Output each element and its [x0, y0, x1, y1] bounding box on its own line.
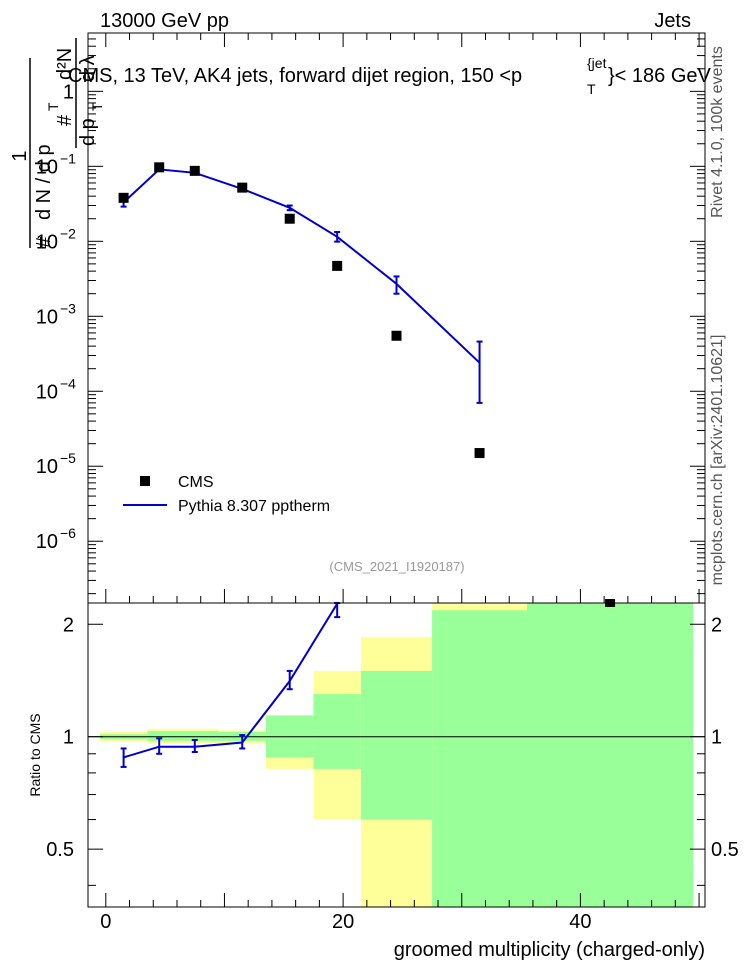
cms-point — [237, 182, 248, 193]
mcplots-label: mcplots.cern.ch [arXiv:2401.10621] — [709, 335, 726, 586]
cms-point — [284, 213, 295, 224]
ratio-panel-ticks: 0.5 0.51 12 20 20 40 — [46, 614, 739, 933]
ratio-band-green — [527, 603, 694, 907]
mc-line — [122, 168, 481, 364]
ylabel-hash: # — [33, 236, 55, 248]
ylabel-num: d²N — [54, 48, 76, 80]
ratio-band-green — [313, 694, 361, 769]
ylabel-t: T — [45, 102, 61, 111]
xlabel: groomed multiplicity (charged-only) — [394, 939, 705, 961]
ylabel-one: 1 — [9, 150, 31, 161]
ratio-bands — [99, 603, 694, 907]
y-tick-label-exp: −4 — [60, 375, 76, 391]
y-tick-label: 1 — [63, 81, 74, 103]
y-tick-label-exp: −6 — [60, 525, 76, 541]
y-tick-label: 10 — [36, 381, 58, 403]
main-ylabel: 1 # d N / d p T # d²N d p T d λ — [9, 38, 105, 248]
legend: CMS Pythia 8.307 pptherm — [123, 474, 330, 515]
cms-point — [189, 165, 200, 176]
ylabel-hash2: # — [54, 114, 76, 126]
rivet-label: Rivet 4.1.0, 100k events — [709, 46, 726, 218]
ratio-band-green — [432, 610, 528, 907]
header-category: Jets — [654, 10, 691, 32]
cms-point — [391, 330, 402, 341]
header-energy: 13000 GeV pp — [100, 10, 229, 32]
legend-data-marker — [140, 476, 150, 486]
ratio-y-tick-label-left: 2 — [63, 614, 74, 636]
ratio-mc-line — [123, 603, 339, 759]
y-tick-label-exp: −5 — [60, 450, 76, 466]
y-tick-label: 10 — [36, 531, 58, 553]
ylabel-den-t: T — [89, 102, 105, 111]
plot-title-sub: T — [587, 81, 596, 97]
y-tick-label: 10 — [36, 456, 58, 478]
ratio-y-tick-label-right: 2 — [711, 614, 722, 636]
legend-data-label: CMS — [178, 474, 214, 491]
plot-title-main: CMS, 13 TeV, AK4 jets, forward dijet reg… — [68, 65, 522, 87]
y-tick-label-exp: −1 — [60, 150, 76, 166]
cms-point — [474, 448, 485, 459]
main-panel-frame — [87, 32, 706, 604]
ratio-panel-frame — [87, 602, 706, 908]
plot-title: CMS, 13 TeV, AK4 jets, forward dijet reg… — [68, 55, 712, 97]
x-tick-label: 0 — [100, 911, 111, 933]
y-tick-label: 10 — [36, 306, 58, 328]
y-tick-label: 10 — [36, 231, 58, 253]
ratio-y-tick-label-right: 1 — [711, 727, 722, 749]
ratio-y-tick-label-right: 0.5 — [711, 839, 739, 861]
analysis-id: (CMS_2021_I1920187) — [329, 559, 464, 574]
ratio-band-green — [360, 670, 433, 820]
legend-mc-label: Pythia 8.307 pptherm — [178, 498, 330, 515]
main-panel-marks — [118, 162, 485, 459]
x-tick-label: 20 — [332, 911, 354, 933]
ylabel-dn: d N / d p — [33, 144, 55, 220]
ratio-y-tick-label-left: 1 — [63, 727, 74, 749]
y-tick-label-exp: −3 — [60, 300, 76, 316]
y-tick-label-exp: −2 — [60, 225, 76, 241]
plot-title-sup: {jet — [587, 55, 607, 71]
main-panel-ticks: 10 −610 −510 −410 −310 −210 −11 — [36, 32, 705, 603]
ratio-ylabel: Ratio to CMS — [27, 713, 43, 796]
ratio-y-tick-label-left: 0.5 — [46, 839, 74, 861]
ratio-band-green — [147, 731, 219, 741]
cms-point — [118, 192, 129, 203]
y-tick-label: 10 — [36, 156, 58, 178]
x-tick-label: 40 — [569, 911, 591, 933]
cms-point — [154, 162, 165, 173]
cms-point — [332, 260, 343, 271]
plot-title-tail: }< 186 GeV — [608, 65, 712, 87]
